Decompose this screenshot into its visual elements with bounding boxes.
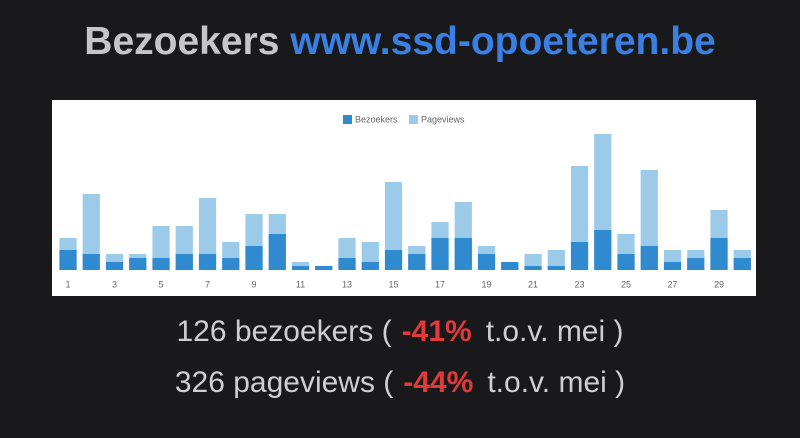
x-tick-label: 25 (621, 279, 631, 289)
x-tick-label: 7 (205, 279, 210, 289)
bar (710, 238, 728, 270)
x-tick-label: 3 (112, 279, 117, 289)
summary-text: t.o.v. mei ) (487, 366, 626, 399)
title: Bezoekers www.ssd-opoeteren.be (0, 20, 800, 64)
site-link: www.ssd-opoeteren.be (290, 20, 716, 63)
x-tick-label: 29 (714, 279, 724, 289)
bar (105, 262, 124, 270)
title-label: Bezoekers (84, 20, 280, 63)
bar (129, 258, 147, 270)
bar (268, 234, 286, 270)
summary-line: 326 pageviews ( -44% t.o.v. mei ) (0, 366, 800, 400)
bar (222, 258, 240, 270)
bar (640, 170, 658, 270)
legend-label: Bezoekers (355, 114, 398, 124)
bar (82, 194, 100, 270)
bar (501, 262, 519, 270)
x-tick-label: 13 (342, 279, 352, 289)
x-tick-label: 5 (159, 279, 164, 289)
x-tick-label: 23 (575, 279, 585, 289)
bar (384, 250, 403, 270)
x-tick-label: 15 (389, 279, 399, 289)
bar (198, 254, 217, 270)
x-tick-label: 19 (482, 279, 492, 289)
bar (338, 258, 356, 270)
bar (547, 266, 565, 270)
bar (384, 182, 403, 270)
x-tick-label: 17 (435, 279, 445, 289)
bar (408, 254, 426, 270)
bar (198, 198, 217, 270)
bar (454, 238, 472, 270)
legend-swatch (409, 115, 418, 124)
x-tick-label: 9 (252, 279, 257, 289)
x-tick-label: 11 (296, 279, 305, 289)
summary-text: 326 pageviews ( (174, 366, 394, 399)
x-tick-label: 1 (66, 279, 71, 289)
bar (640, 246, 658, 270)
bar (733, 258, 751, 270)
bar (291, 266, 310, 270)
change: -44% (403, 366, 474, 399)
bar (687, 258, 705, 270)
summary-text: t.o.v. mei ) (485, 315, 624, 348)
bar (59, 250, 77, 270)
bar (663, 262, 682, 270)
bar (617, 254, 635, 270)
bar (315, 266, 333, 270)
bar (477, 254, 496, 270)
bar (547, 250, 565, 270)
summary-line: 126 bezoekers ( -41% t.o.v. mei ) (0, 315, 800, 349)
summary-text: 126 bezoekers ( (176, 315, 392, 348)
x-tick-label: 21 (528, 279, 538, 289)
bar (524, 266, 542, 270)
x-tick-label: 27 (668, 279, 678, 289)
bar (245, 246, 263, 270)
bar (594, 230, 612, 270)
legend-swatch (343, 115, 352, 124)
legend-label: Pageviews (421, 114, 465, 124)
bar (570, 242, 589, 270)
bar (361, 262, 379, 270)
change: -41% (401, 315, 472, 348)
bar (82, 254, 100, 270)
bar (431, 238, 449, 270)
bar (175, 254, 193, 270)
bar (152, 258, 170, 270)
